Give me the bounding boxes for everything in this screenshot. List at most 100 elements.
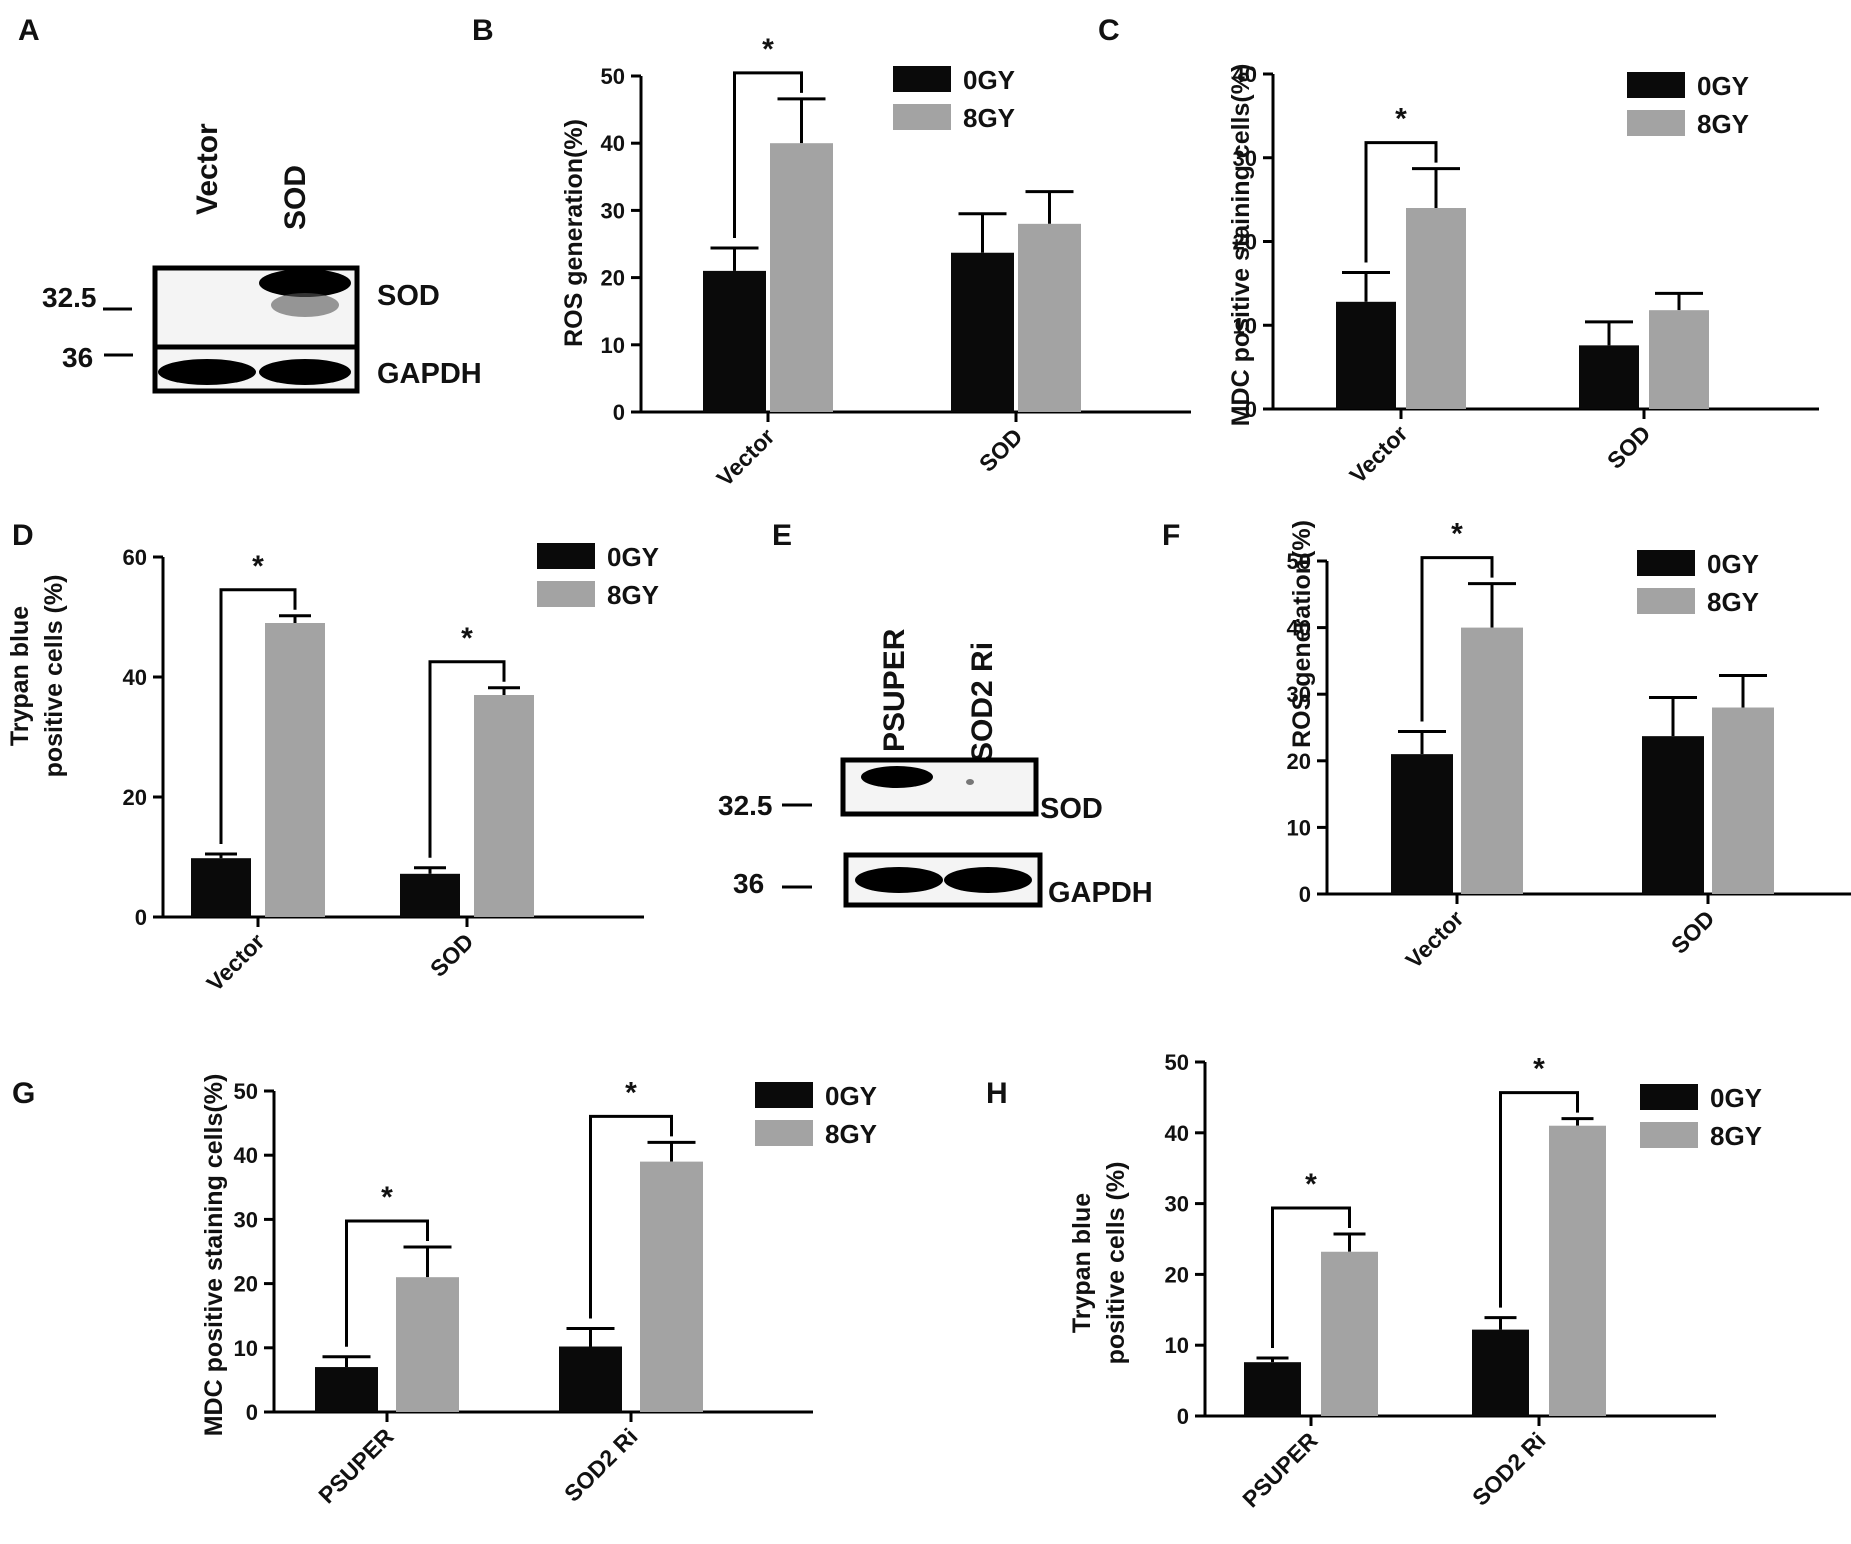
legend-swatch-b-0gy xyxy=(893,66,951,92)
legend-swatch-d-0gy xyxy=(537,543,595,569)
bar-h-8gy-1 xyxy=(1549,1125,1606,1416)
y-tick-label-b: 50 xyxy=(601,64,625,89)
y-tick-label-f: 40 xyxy=(1287,616,1311,641)
significance-star-h: * xyxy=(1533,1053,1545,1086)
y-tick-label-d: 40 xyxy=(123,665,147,690)
x-tick-label-b: Vector xyxy=(711,423,779,491)
bar-d-0gy-0 xyxy=(191,858,251,917)
significance-bracket-h xyxy=(1499,1091,1579,1308)
bar-b-8gy-1 xyxy=(1018,223,1081,412)
bar-d-8gy-0 xyxy=(265,623,325,917)
significance-bracket-f xyxy=(1420,556,1494,722)
legend-swatch-g-8gy xyxy=(755,1120,813,1146)
band-gapdh-sod2ri xyxy=(944,867,1032,893)
x-tick-label-f: Vector xyxy=(1400,905,1468,973)
y-tick-label-c: 0 xyxy=(1245,397,1257,422)
y-tick-label-h: 10 xyxy=(1165,1333,1189,1358)
bar-f-0gy-0 xyxy=(1391,754,1453,894)
y-tick-label-d: 20 xyxy=(123,785,147,810)
legend-swatch-d-8gy xyxy=(537,581,595,607)
legend-label-c-8gy: 8GY xyxy=(1697,109,1749,139)
band-gapdh-psuper xyxy=(855,867,943,893)
lane-label-sod2ri: SOD2 Ri xyxy=(966,642,999,762)
legend-label-g-0gy: 0GY xyxy=(825,1081,877,1111)
protein-label-sod: SOD xyxy=(377,280,440,312)
y-axis-title-h: Trypan blue positive cells (%) xyxy=(1068,1162,1130,1365)
panel-label-c: C xyxy=(1098,14,1120,47)
legend-label-b-0gy: 0GY xyxy=(963,65,1015,95)
significance-star-g: * xyxy=(625,1076,637,1109)
y-tick-label-g: 10 xyxy=(234,1336,258,1361)
legend-label-f-0gy: 0GY xyxy=(1707,549,1759,579)
bar-f-8gy-1 xyxy=(1712,707,1774,894)
significance-star-d: * xyxy=(252,550,264,583)
y-tick-label-b: 0 xyxy=(613,400,625,425)
legend-label-h-0gy: 0GY xyxy=(1710,1083,1762,1113)
blot-box-sod-e xyxy=(840,757,1039,817)
marker-36-e: 36 xyxy=(733,868,764,899)
band-gapdh-lane1 xyxy=(158,359,256,385)
bar-h-8gy-0 xyxy=(1321,1251,1378,1416)
band-sod-psuper xyxy=(861,766,933,788)
y-tick-label-h: 0 xyxy=(1177,1404,1189,1429)
bar-b-8gy-0 xyxy=(770,143,833,412)
legend-label-g-8gy: 8GY xyxy=(825,1119,877,1149)
bar-g-8gy-0 xyxy=(396,1277,459,1412)
y-tick-label-b: 10 xyxy=(601,333,625,358)
legend-swatch-c-8gy xyxy=(1627,110,1685,136)
y-tick-label-c: 30 xyxy=(1233,146,1257,171)
y-axis-title-f: ROS generation(%) xyxy=(1288,520,1316,748)
significance-star-h: * xyxy=(1305,1168,1317,1201)
y-tick-label-h: 20 xyxy=(1165,1262,1189,1287)
lane-label-psuper: PSUPER xyxy=(878,628,911,752)
significance-bracket-d xyxy=(219,588,297,844)
significance-bracket-c xyxy=(1364,141,1438,263)
x-tick-label-d: Vector xyxy=(201,928,269,996)
x-tick-label-h: SOD2 Ri xyxy=(1467,1427,1550,1510)
protein-label-sod-e: SOD xyxy=(1040,793,1103,825)
x-tick-label-c: Vector xyxy=(1344,420,1412,488)
y-tick-label-g: 20 xyxy=(234,1272,258,1297)
y-tick-label-b: 20 xyxy=(601,266,625,291)
panel-label-d: D xyxy=(12,519,34,552)
bar-b-0gy-0 xyxy=(703,270,766,412)
y-tick-label-h: 50 xyxy=(1165,1050,1189,1075)
legend-label-b-8gy: 8GY xyxy=(963,103,1015,133)
significance-star-g: * xyxy=(381,1181,393,1214)
panel-label-e: E xyxy=(772,519,792,552)
bar-c-0gy-0 xyxy=(1336,301,1396,409)
y-axis-title-c: MDC positive staining cells(%) xyxy=(1227,64,1255,427)
western-blot-a: Vector SOD 32.5 36 SOD GAPDH xyxy=(42,123,482,394)
protein-label-gapdh-e: GAPDH xyxy=(1048,877,1153,909)
significance-star-c: * xyxy=(1395,103,1407,136)
marker-36: 36 xyxy=(62,342,93,373)
y-tick-label-h: 40 xyxy=(1165,1121,1189,1146)
bar-b-0gy-1 xyxy=(951,252,1014,412)
legend-swatch-h-0gy xyxy=(1640,1084,1698,1110)
legend-swatch-f-8gy xyxy=(1637,588,1695,614)
band-sod-lane2 xyxy=(259,269,351,297)
y-tick-label-f: 20 xyxy=(1287,749,1311,774)
protein-label-gapdh: GAPDH xyxy=(377,358,482,390)
legend-label-h-8gy: 8GY xyxy=(1710,1121,1762,1151)
x-tick-label-c: SOD xyxy=(1602,420,1656,474)
legend-label-c-0gy: 0GY xyxy=(1697,71,1749,101)
legend-label-f-8gy: 8GY xyxy=(1707,587,1759,617)
panel-label-a: A xyxy=(18,14,40,47)
y-axis-title-g: MDC positive staining cells(%) xyxy=(200,1074,228,1437)
panel-label-g: G xyxy=(12,1077,35,1110)
y-tick-label-f: 10 xyxy=(1287,815,1311,840)
legend-swatch-g-0gy xyxy=(755,1082,813,1108)
lane-label-sod: SOD xyxy=(279,165,312,230)
lane-label-vector: Vector xyxy=(191,123,224,215)
bar-g-8gy-1 xyxy=(640,1161,703,1412)
chart-h: 0 10 20 30 40 50 Trypan blue positive cells (%)… xyxy=(1068,1050,1762,1512)
legend-swatch-h-8gy xyxy=(1640,1122,1698,1148)
x-tick-label-b: SOD xyxy=(974,423,1028,477)
bar-g-0gy-0 xyxy=(315,1367,378,1412)
x-tick-label-g: PSUPER xyxy=(313,1423,399,1509)
y-tick-label-b: 30 xyxy=(601,198,625,223)
panel-label-f: F xyxy=(1162,519,1180,552)
